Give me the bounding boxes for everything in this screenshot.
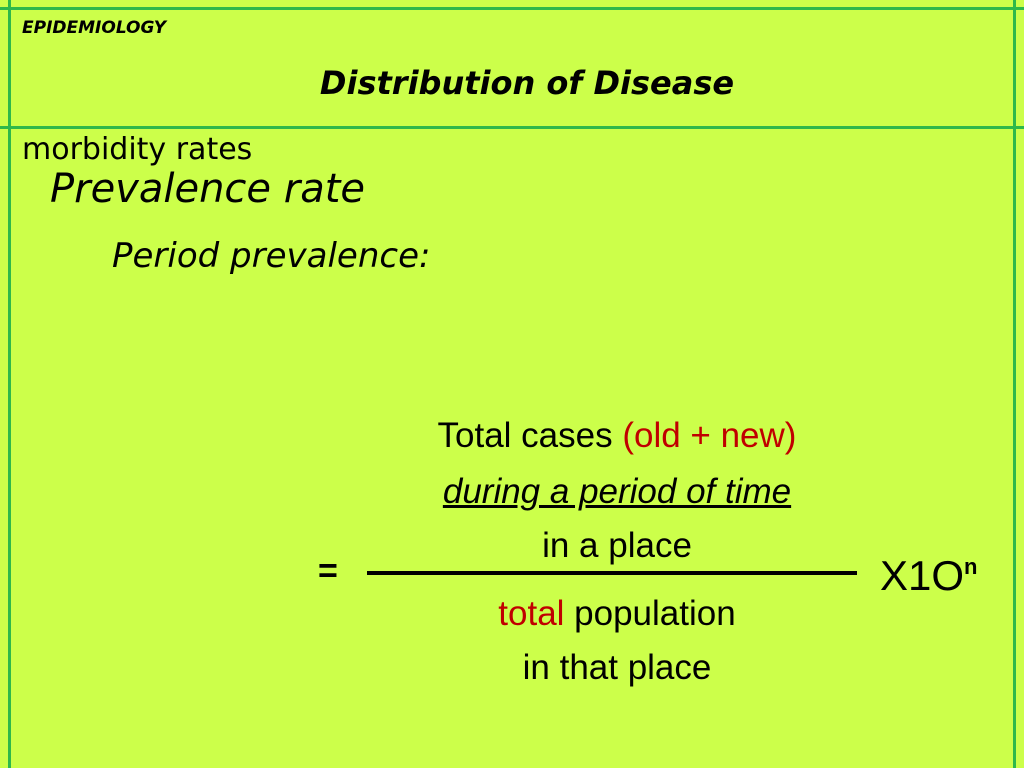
left-border-line	[8, 0, 11, 768]
denominator-highlight-text: total	[498, 594, 565, 633]
top-border-line	[0, 7, 1024, 10]
right-border-line	[1013, 0, 1016, 768]
denominator-line-1: total population	[372, 594, 862, 634]
numerator-line-3: in a place	[542, 526, 692, 565]
multiplier-exponent: n	[964, 554, 978, 579]
section-label: morbidity rates	[22, 132, 253, 167]
numerator-main-text: Total cases	[437, 416, 623, 455]
header-label: EPIDEMIOLOGY	[22, 18, 167, 38]
multiplier-base: X1O	[880, 552, 965, 599]
section-heading: Prevalence rate	[50, 166, 365, 212]
fraction-bar	[367, 571, 857, 575]
section-subheading: Period prevalence:	[112, 236, 431, 276]
denominator-line-2: in that place	[522, 648, 712, 687]
header-divider-line	[0, 126, 1024, 129]
denominator-main-text: population	[564, 594, 736, 633]
multiplier: X1On	[880, 552, 978, 600]
numerator-highlight-text: (old + new)	[622, 416, 797, 455]
numerator-line-2: during a period of time	[442, 472, 792, 511]
slide-title: Distribution of Disease	[319, 64, 735, 102]
equals-sign: =	[318, 552, 338, 590]
numerator-line-1: Total cases (old + new)	[372, 416, 862, 456]
